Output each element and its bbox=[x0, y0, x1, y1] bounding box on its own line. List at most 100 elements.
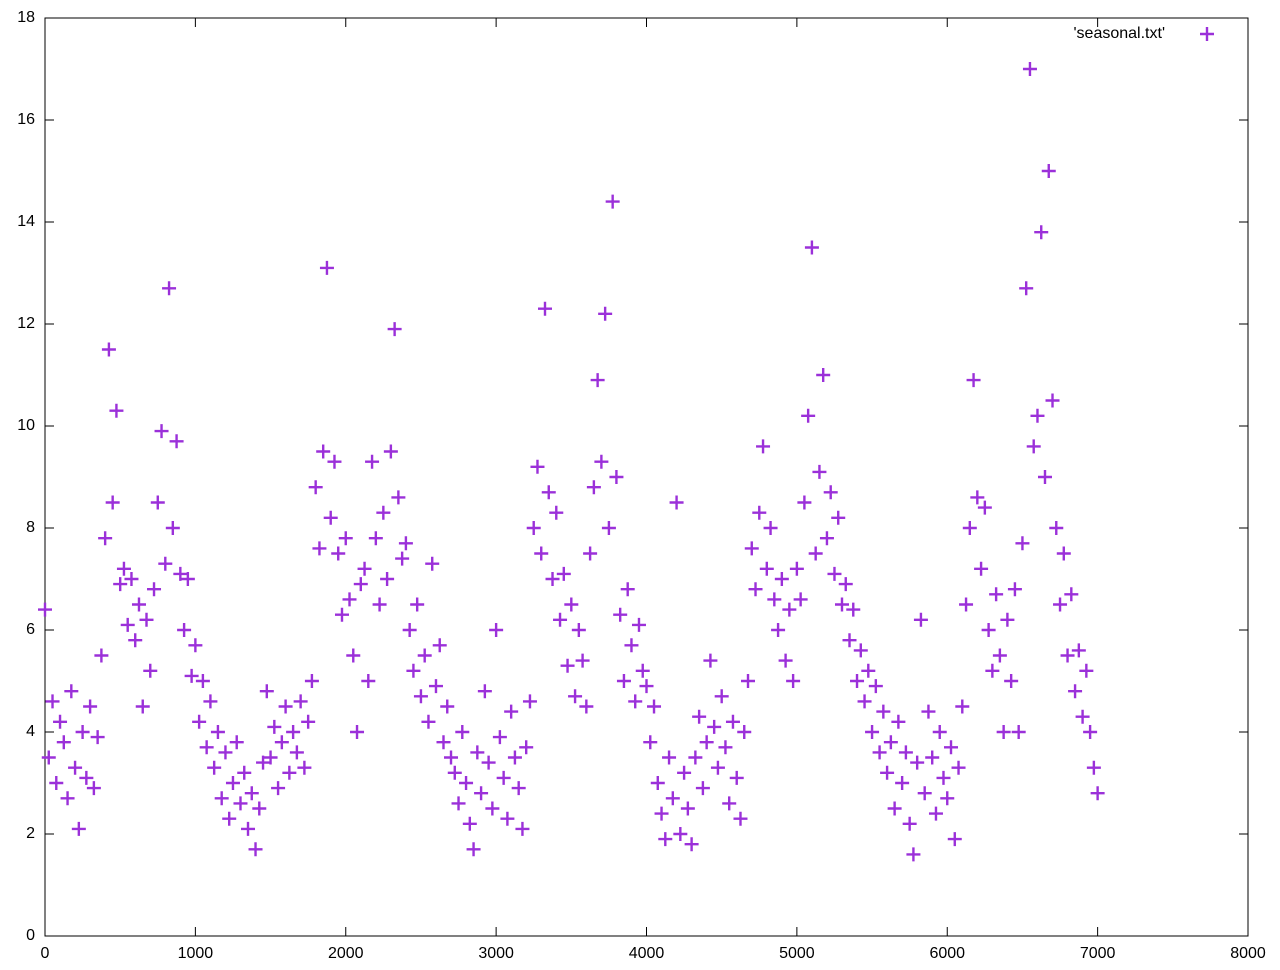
point bbox=[898, 745, 913, 760]
point bbox=[304, 674, 319, 688]
point bbox=[692, 709, 707, 724]
point bbox=[850, 674, 865, 688]
point bbox=[541, 485, 556, 500]
point bbox=[252, 801, 267, 816]
point bbox=[165, 521, 180, 535]
point bbox=[376, 505, 391, 520]
point bbox=[147, 582, 162, 597]
x-tick-label: 8000 bbox=[1230, 945, 1266, 962]
point bbox=[1019, 281, 1034, 296]
y-tick-label: 10 bbox=[17, 417, 35, 434]
point bbox=[725, 714, 740, 729]
point bbox=[413, 689, 428, 704]
point bbox=[75, 725, 90, 739]
point bbox=[797, 495, 812, 510]
point bbox=[177, 623, 192, 637]
point bbox=[590, 373, 605, 388]
x-tick-label: 4000 bbox=[629, 945, 665, 962]
point bbox=[56, 735, 71, 750]
point bbox=[380, 572, 395, 586]
point bbox=[868, 679, 883, 694]
point bbox=[887, 801, 902, 816]
point bbox=[195, 674, 210, 688]
point bbox=[737, 725, 752, 739]
point bbox=[83, 699, 98, 714]
point bbox=[154, 424, 169, 439]
point bbox=[1015, 536, 1030, 551]
point bbox=[395, 551, 410, 566]
point bbox=[729, 770, 744, 785]
point bbox=[1075, 709, 1090, 724]
point bbox=[996, 725, 1011, 739]
point bbox=[549, 505, 564, 520]
point bbox=[173, 566, 188, 581]
point bbox=[1022, 62, 1037, 76]
point bbox=[169, 434, 184, 449]
point bbox=[620, 582, 635, 597]
point bbox=[718, 740, 733, 755]
point bbox=[474, 786, 489, 801]
point bbox=[586, 480, 601, 495]
point bbox=[1083, 725, 1098, 739]
point bbox=[1030, 408, 1045, 423]
point bbox=[256, 755, 271, 770]
point bbox=[981, 623, 996, 637]
point bbox=[594, 454, 609, 469]
point bbox=[880, 765, 895, 780]
point bbox=[759, 561, 774, 576]
point bbox=[537, 301, 552, 316]
point bbox=[631, 617, 646, 632]
point bbox=[951, 760, 966, 775]
point bbox=[139, 612, 154, 627]
x-tick-label: 2000 bbox=[328, 945, 364, 962]
point bbox=[1011, 725, 1026, 739]
point bbox=[1056, 546, 1071, 561]
point bbox=[308, 480, 323, 495]
point bbox=[184, 668, 199, 683]
point bbox=[116, 561, 131, 576]
point bbox=[616, 674, 631, 688]
point bbox=[1090, 786, 1105, 801]
point bbox=[53, 714, 68, 729]
point bbox=[733, 811, 748, 826]
point bbox=[267, 719, 282, 734]
point bbox=[312, 541, 327, 556]
point bbox=[853, 643, 868, 658]
point bbox=[237, 765, 252, 780]
point bbox=[338, 531, 353, 546]
x-tick-label: 0 bbox=[41, 945, 50, 962]
point bbox=[605, 194, 620, 209]
point bbox=[192, 714, 207, 729]
point bbox=[906, 847, 921, 862]
point bbox=[831, 510, 846, 525]
point bbox=[921, 704, 936, 719]
point bbox=[143, 663, 158, 678]
point bbox=[199, 740, 214, 755]
point bbox=[466, 842, 481, 857]
point bbox=[722, 796, 737, 811]
point bbox=[1000, 612, 1015, 627]
point bbox=[421, 714, 436, 729]
y-tick-label: 6 bbox=[26, 621, 35, 638]
point bbox=[553, 612, 568, 627]
point bbox=[49, 776, 64, 790]
point bbox=[677, 765, 692, 780]
point bbox=[241, 821, 256, 836]
point bbox=[271, 781, 286, 796]
point bbox=[128, 633, 143, 648]
point bbox=[459, 776, 474, 790]
point bbox=[1053, 597, 1068, 612]
point bbox=[962, 521, 977, 535]
point bbox=[564, 597, 579, 612]
point bbox=[752, 505, 767, 520]
point bbox=[120, 617, 135, 632]
point bbox=[131, 597, 146, 612]
point bbox=[647, 699, 662, 714]
point bbox=[665, 791, 680, 806]
point bbox=[526, 521, 541, 535]
point bbox=[966, 373, 981, 388]
point bbox=[432, 638, 447, 653]
point bbox=[278, 699, 293, 714]
x-tick-label: 7000 bbox=[1080, 945, 1116, 962]
